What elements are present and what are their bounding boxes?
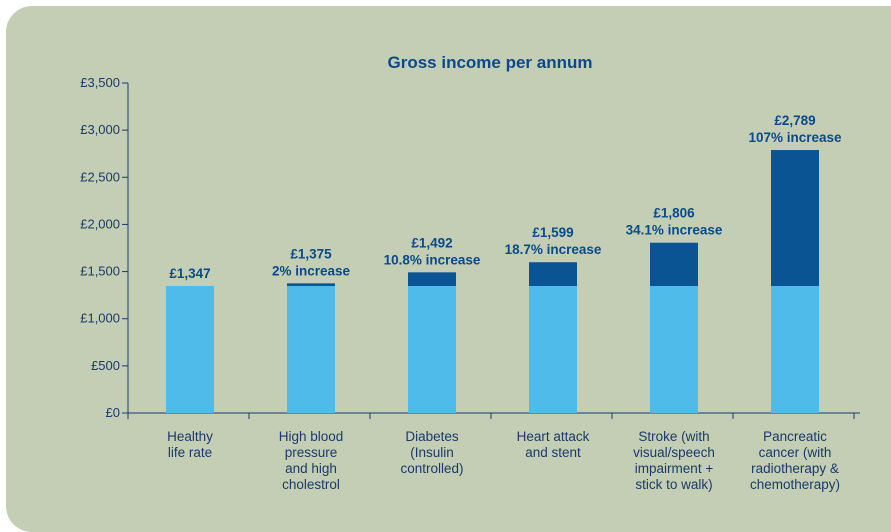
data-label: 34.1% increase bbox=[626, 223, 723, 238]
category-label-line: Diabetes bbox=[405, 429, 459, 444]
bar-base bbox=[771, 285, 819, 413]
chart-panel bbox=[6, 6, 891, 532]
y-tick-label: £3,500 bbox=[80, 75, 120, 90]
data-label: £1,375 bbox=[290, 246, 332, 261]
category-label-line: Healthy bbox=[167, 429, 213, 444]
axes: £0 £500 £1,000 £1,500 £2,000 £2,500 £3,000 £3,5… bbox=[80, 75, 860, 420]
bars bbox=[166, 150, 819, 413]
category-label-line: cancer (with bbox=[759, 445, 832, 460]
category-label-line: radiotherapy & bbox=[751, 461, 839, 476]
category-label-line: impairment + bbox=[635, 461, 714, 476]
category-label-line: controlled) bbox=[400, 461, 463, 476]
bar-increase bbox=[408, 272, 456, 286]
bar-base bbox=[287, 285, 335, 413]
data-label: £1,806 bbox=[653, 206, 695, 221]
data-label: 10.8% increase bbox=[384, 252, 481, 267]
y-tick-label: £2,500 bbox=[80, 169, 120, 184]
bar-increase bbox=[650, 242, 698, 286]
y-tick-label: £0 bbox=[106, 405, 120, 420]
category-label-line: cholestrol bbox=[282, 477, 340, 492]
data-label: 18.7% increase bbox=[505, 242, 602, 257]
category-label: High blood pressure and high cholestrol bbox=[279, 429, 344, 492]
bar-base bbox=[408, 285, 456, 413]
bar-increase bbox=[287, 283, 335, 286]
category-label-line: pressure bbox=[285, 445, 338, 460]
category-labels: Healthy life rate High blood pressure and hi… bbox=[167, 429, 840, 492]
bar-base bbox=[166, 285, 214, 413]
bar-base bbox=[650, 285, 698, 413]
data-label: £1,599 bbox=[532, 225, 573, 240]
category-label: Healthy life rate bbox=[167, 429, 213, 460]
y-tick-label: £1,000 bbox=[80, 311, 120, 326]
category-label-line: Pancreatic bbox=[763, 429, 827, 444]
data-label: £2,789 bbox=[774, 113, 815, 128]
chart-title: Gross income per annum bbox=[388, 53, 593, 72]
data-label: 2% increase bbox=[272, 263, 351, 278]
data-labels: £1,347 £1,375 2% increase £1,492 10.8% incre… bbox=[169, 113, 842, 281]
y-tick-label: £1,500 bbox=[80, 264, 120, 279]
category-label: Stroke (with visual/speech impairment + sti… bbox=[633, 429, 715, 492]
category-label: Pancreatic cancer (with radiotherapy & chem… bbox=[750, 429, 840, 492]
y-tick-label: £500 bbox=[91, 358, 120, 373]
category-label: Heart attack and stent bbox=[517, 429, 590, 460]
category-label-line: Heart attack bbox=[517, 429, 590, 444]
category-label-line: chemotherapy) bbox=[750, 477, 840, 492]
category-label-line: and stent bbox=[525, 445, 581, 460]
category-label-line: High blood bbox=[279, 429, 344, 444]
y-tick-label: £3,000 bbox=[80, 122, 120, 137]
y-tick-label: £2,000 bbox=[80, 216, 120, 231]
category-label-line: stick to walk) bbox=[635, 477, 712, 492]
category-label-line: Stroke (with bbox=[638, 429, 709, 444]
category-label-line: (Insulin bbox=[410, 445, 454, 460]
category-label-line: visual/speech bbox=[633, 445, 715, 460]
category-label-line: and high bbox=[285, 461, 337, 476]
category-label: Diabetes (Insulin controlled) bbox=[400, 429, 463, 476]
data-label: £1,347 bbox=[169, 266, 210, 281]
bar-base bbox=[529, 285, 577, 413]
bar-increase bbox=[771, 150, 819, 286]
data-label: £1,492 bbox=[411, 235, 452, 250]
data-label: 107% increase bbox=[748, 130, 842, 145]
category-label-line: life rate bbox=[168, 445, 212, 460]
bar-increase bbox=[529, 262, 577, 286]
